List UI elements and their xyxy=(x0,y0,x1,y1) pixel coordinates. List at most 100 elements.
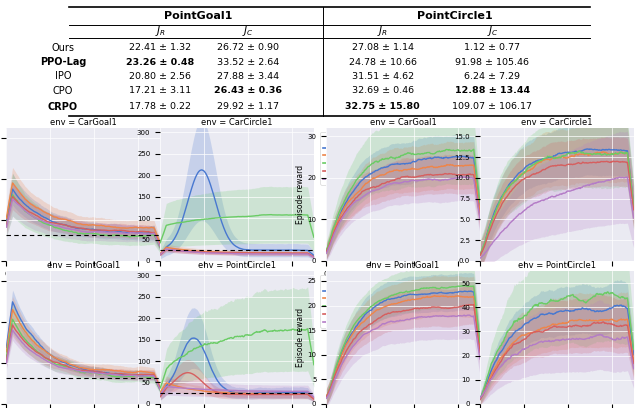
CRPO xyxy=(630,215,637,220)
CPO xyxy=(323,249,330,254)
IPO xyxy=(143,370,150,375)
Text: 22.41 ± 1.32: 22.41 ± 1.32 xyxy=(129,43,191,52)
CPO xyxy=(95,227,102,232)
CRPO xyxy=(296,252,304,257)
IPO xyxy=(414,297,422,302)
CPO xyxy=(567,162,575,166)
PPO-Lag xyxy=(567,293,575,298)
Line: IPO: IPO xyxy=(480,319,634,399)
PPO-Lag xyxy=(476,251,484,256)
IPO xyxy=(477,252,484,257)
Text: 17.78 ± 0.22: 17.78 ± 0.22 xyxy=(129,102,191,111)
PPO-Lag xyxy=(248,214,255,219)
Text: $J_R$: $J_R$ xyxy=(154,24,166,38)
IPO xyxy=(605,317,613,322)
PPO-Lag xyxy=(304,326,312,331)
Ours xyxy=(476,205,484,210)
CPO xyxy=(323,248,330,253)
Ours xyxy=(3,218,10,223)
CRPO xyxy=(248,388,255,393)
Line: PPO-Lag: PPO-Lag xyxy=(160,329,314,388)
IPO xyxy=(477,396,484,401)
IPO xyxy=(476,397,484,401)
Ours xyxy=(417,157,424,162)
IPO xyxy=(251,391,259,396)
IPO xyxy=(3,350,10,355)
Title: env = PointGoal1: env = PointGoal1 xyxy=(366,261,440,270)
Line: IPO: IPO xyxy=(326,164,480,251)
CPO xyxy=(143,229,150,234)
CRPO xyxy=(630,366,637,371)
Title: env = PointGoal1: env = PointGoal1 xyxy=(47,261,120,270)
IPO xyxy=(616,151,623,155)
Line: PPO-Lag: PPO-Lag xyxy=(6,195,160,248)
CPO xyxy=(310,255,317,259)
CRPO xyxy=(97,371,105,376)
CRPO xyxy=(9,328,17,333)
Line: PPO-Lag: PPO-Lag xyxy=(480,151,634,254)
PPO-Lag xyxy=(452,148,460,153)
CRPO xyxy=(9,197,17,202)
Ours xyxy=(461,289,469,294)
Ours xyxy=(570,308,578,313)
Line: PPO-Lag: PPO-Lag xyxy=(326,286,480,397)
Line: PPO-Lag: PPO-Lag xyxy=(160,215,314,243)
CPO xyxy=(143,372,150,377)
Ours xyxy=(132,231,140,235)
CPO xyxy=(606,322,614,326)
PPO-Lag xyxy=(296,328,303,333)
PPO-Lag xyxy=(461,148,469,153)
PPO-Lag xyxy=(132,373,140,378)
CPO xyxy=(3,220,11,225)
PPO-Lag xyxy=(567,151,575,156)
PPO-Lag xyxy=(250,213,258,218)
Line: CRPO: CRPO xyxy=(6,330,160,390)
PPO-Lag xyxy=(604,289,611,294)
PPO-Lag xyxy=(3,355,10,359)
Line: Ours: Ours xyxy=(326,156,480,252)
Ours xyxy=(132,373,140,377)
Text: Ours: Ours xyxy=(51,43,74,53)
PPO-Lag xyxy=(156,245,164,250)
Line: Ours: Ours xyxy=(480,149,634,255)
CRPO xyxy=(163,246,170,251)
CRPO xyxy=(417,315,424,319)
CRPO xyxy=(476,216,484,221)
Text: PointCircle1: PointCircle1 xyxy=(417,11,493,21)
Title: env = CarGoal1: env = CarGoal1 xyxy=(50,118,116,127)
Text: 17.21 ± 3.11: 17.21 ± 3.11 xyxy=(129,86,191,95)
PPO-Lag xyxy=(476,397,484,401)
CRPO xyxy=(95,229,102,234)
PPO-Lag xyxy=(323,247,330,252)
CPO xyxy=(476,397,484,402)
CPO xyxy=(157,394,164,399)
CRPO xyxy=(323,396,330,401)
Ours xyxy=(462,155,470,160)
PPO-Lag xyxy=(606,153,614,157)
CPO xyxy=(476,215,484,220)
Ours xyxy=(477,252,484,257)
CRPO xyxy=(477,395,484,400)
Ours xyxy=(157,393,164,398)
CRPO xyxy=(414,315,422,320)
PPO-Lag xyxy=(568,293,575,298)
Ours xyxy=(9,299,17,304)
Text: $J_C$: $J_C$ xyxy=(242,24,254,38)
CRPO xyxy=(323,395,330,400)
IPO xyxy=(462,163,470,168)
CPO xyxy=(248,392,255,397)
Ours xyxy=(248,391,256,396)
Line: CPO: CPO xyxy=(326,304,480,397)
IPO xyxy=(568,154,575,159)
PPO-Lag xyxy=(9,317,17,322)
IPO xyxy=(568,318,575,323)
Line: Ours: Ours xyxy=(326,291,480,398)
Y-axis label: Episode reward: Episode reward xyxy=(296,165,305,224)
Ours xyxy=(3,345,10,350)
CPO xyxy=(97,370,105,375)
PPO-Lag xyxy=(414,151,422,156)
PPO-Lag xyxy=(413,152,421,157)
PPO-Lag xyxy=(143,233,150,238)
Line: PPO-Lag: PPO-Lag xyxy=(326,149,480,251)
Y-axis label: Episode reward: Episode reward xyxy=(296,308,305,367)
